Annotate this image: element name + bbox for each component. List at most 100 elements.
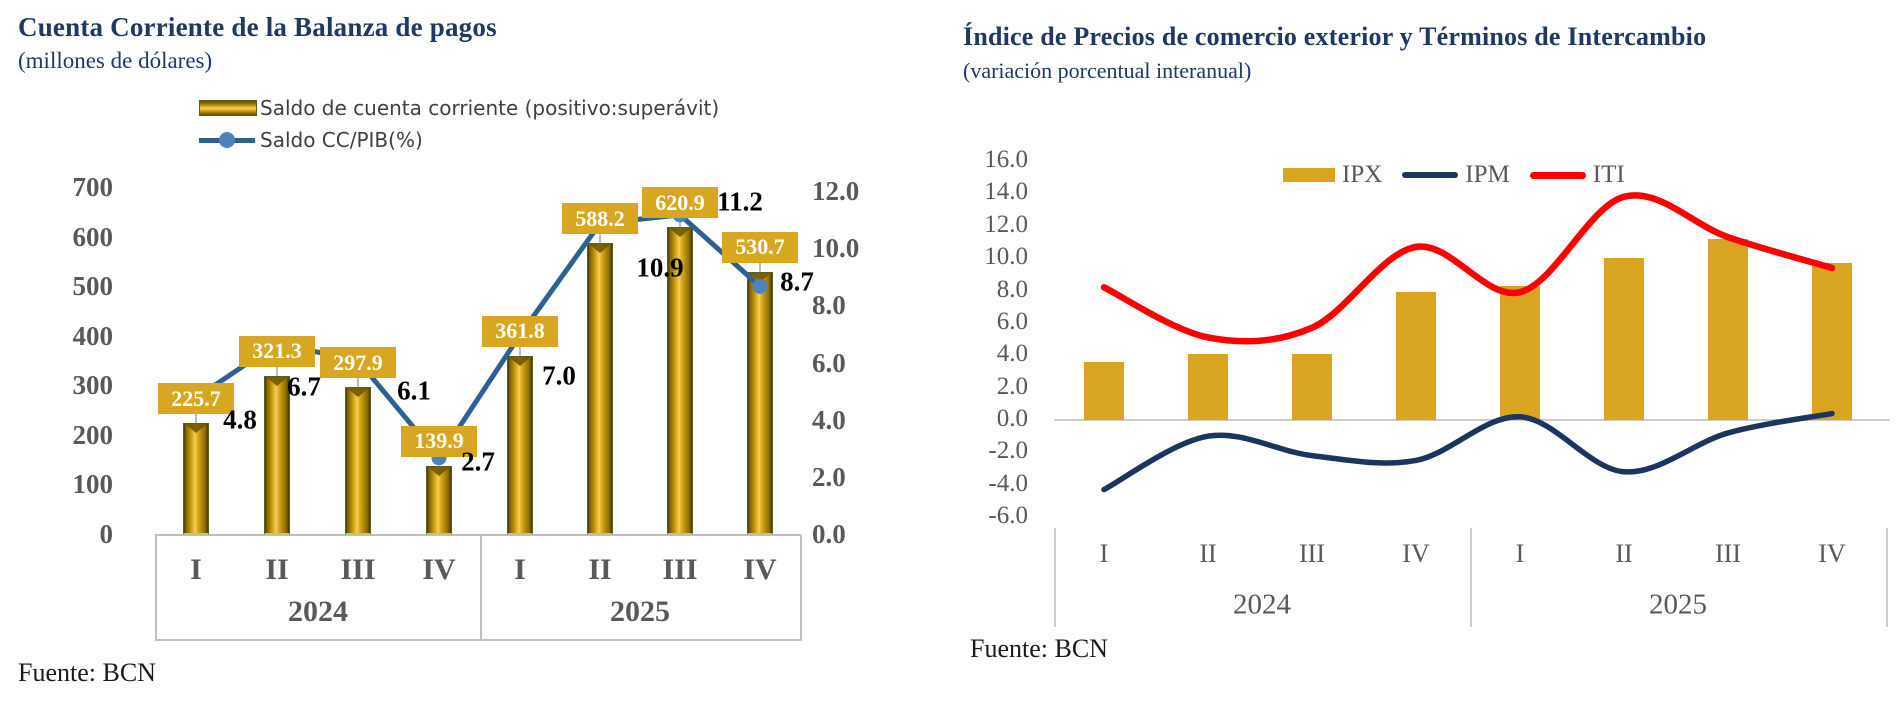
left-axis-tick: 200 <box>72 419 114 450</box>
x-axis-quarter-label: IV <box>422 553 456 586</box>
line-series-swatch-icon <box>199 132 255 148</box>
bar-value-label: 588.2 <box>562 203 638 235</box>
right-axis-tick: 2.0 <box>812 461 846 492</box>
bar-series-swatch-icon <box>199 100 257 116</box>
x-axis-quarter-label: IV <box>1818 539 1846 568</box>
left-axis-tick: 700 <box>72 172 114 202</box>
label-area-bottom-border <box>155 639 801 641</box>
y-axis-tick: -6.0 <box>988 502 1028 530</box>
source-note-left: Fuente: BCN <box>18 658 156 687</box>
left-axis-tick: 100 <box>72 469 114 500</box>
x-axis-quarter-label: II <box>1615 539 1633 568</box>
line-value-label: 6.1 <box>397 375 431 406</box>
x-axis-quarter-label: I <box>514 553 526 586</box>
legend-left: Saldo de cuenta corriente (positivo:supe… <box>199 92 819 156</box>
bar-top-notch <box>589 244 611 254</box>
bar-top-notch <box>185 424 207 434</box>
y-axis-tick: 14.0 <box>984 178 1028 206</box>
y-axis-tick: -4.0 <box>988 469 1028 497</box>
bar-ipx <box>1812 263 1852 420</box>
y-axis-tick: 16.0 <box>984 146 1028 174</box>
legend-item-line: Saldo CC/PIB(%) <box>199 124 819 156</box>
year-divider-line <box>800 535 802 641</box>
chart-subtitle-right: (variación porcentual interanual) <box>963 58 1252 83</box>
y-axis-tick: -2.0 <box>988 437 1028 465</box>
right-axis-tick: 10.0 <box>812 233 860 264</box>
y-axis-tick: 0.0 <box>996 405 1028 432</box>
bar-ipx <box>1188 353 1228 420</box>
bar-ipx <box>1084 361 1124 420</box>
y-axis-tick: 12.0 <box>984 210 1028 238</box>
bar-ipx <box>1292 353 1332 420</box>
line-value-label: 8.7 <box>780 266 814 297</box>
bar-value-label: 361.8 <box>482 315 558 347</box>
ipm-line <box>1101 410 1835 493</box>
legend-label-ipm: IPM <box>1465 161 1510 188</box>
x-axis-year-label: 2024 <box>288 595 348 628</box>
bar-ipx <box>1500 285 1540 420</box>
ipm-line-swatch-icon <box>1402 172 1459 178</box>
line-value-label: 11.2 <box>717 186 763 217</box>
x-axis-quarter-label: II <box>1199 539 1217 568</box>
x-axis-year-label: 2025 <box>610 595 670 628</box>
x-axis-quarter-label: IV <box>1402 539 1430 568</box>
bar-value-label: 321.3 <box>239 335 315 367</box>
bar-saldo-cuenta-corriente <box>507 355 533 535</box>
bar-top-notch <box>669 228 691 238</box>
chart-title-right: Índice de Precios de comercio exterior y… <box>963 22 1707 51</box>
x-axis-quarter-label: I <box>1099 539 1109 568</box>
x-axis-quarter-label: II <box>265 553 289 586</box>
right-axis-tick: 4.0 <box>812 404 846 435</box>
left-axis-tick: 600 <box>72 221 114 252</box>
bar-saldo-cuenta-corriente <box>183 423 209 535</box>
x-axis-quarter-label: I <box>1515 539 1525 568</box>
x-axis-line <box>155 534 801 536</box>
year-divider-line <box>480 535 482 641</box>
line-value-label: 2.7 <box>461 446 495 477</box>
line-value-label: 7.0 <box>542 360 576 391</box>
bar-top-notch <box>509 356 531 366</box>
y-axis-tick: 10.0 <box>984 243 1028 271</box>
legend-label-bars: Saldo de cuenta corriente (positivo:supe… <box>260 96 720 120</box>
bar-value-label: 530.7 <box>722 231 798 263</box>
y-axis-tick: 2.0 <box>996 372 1028 400</box>
bar-saldo-cuenta-corriente <box>345 387 371 535</box>
right-axis-tick: 8.0 <box>812 290 846 321</box>
ipx-bar-swatch-icon <box>1283 168 1335 182</box>
bar-ipx <box>1708 238 1748 420</box>
bar-top-notch <box>749 272 771 282</box>
bar-value-label: 297.9 <box>320 347 396 379</box>
year-divider-line <box>1886 528 1888 627</box>
chart-title-left: Cuenta Corriente de la Balanza de pagos <box>18 12 497 42</box>
bar-top-notch <box>266 376 288 386</box>
bar-top-notch <box>428 466 450 476</box>
line-value-label: 6.7 <box>287 371 321 402</box>
legend-label-iti: ITI <box>1592 161 1625 188</box>
x-axis-quarter-label: III <box>1299 539 1325 568</box>
x-axis-quarter-label: IV <box>743 553 777 586</box>
left-axis-tick: 500 <box>72 271 114 302</box>
x-axis-quarter-label: III <box>662 553 698 586</box>
bar-saldo-cuenta-corriente <box>747 271 773 535</box>
chart-subtitle-left: (millones de dólares) <box>18 48 213 73</box>
legend-item-ipm: IPM <box>1402 161 1510 189</box>
x-axis-year-label: 2025 <box>1649 588 1707 621</box>
year-divider-line <box>155 535 157 641</box>
line-value-label: 4.8 <box>223 404 257 435</box>
legend-label-ipx: IPX <box>1342 161 1383 188</box>
right-axis-tick: 12.0 <box>812 176 860 206</box>
left-axis-tick: 0 <box>99 519 114 549</box>
x-axis-year-label: 2024 <box>1233 588 1291 621</box>
bar-saldo-cuenta-corriente <box>587 243 613 535</box>
y-axis-tick: 8.0 <box>996 275 1028 303</box>
x-axis-quarter-label: II <box>588 553 612 586</box>
legend-item-iti: ITI <box>1529 161 1625 189</box>
x-axis-quarter-label: III <box>340 553 376 586</box>
left-axis-tick: 300 <box>72 370 114 401</box>
legend-item-ipx: IPX <box>1283 161 1382 189</box>
x-axis-quarter-label: III <box>1715 539 1741 568</box>
legend-item-bars: Saldo de cuenta corriente (positivo:supe… <box>199 92 819 124</box>
bar-ipx <box>1396 292 1436 420</box>
bar-ipx <box>1604 258 1644 420</box>
bar-saldo-cuenta-corriente <box>426 465 452 535</box>
